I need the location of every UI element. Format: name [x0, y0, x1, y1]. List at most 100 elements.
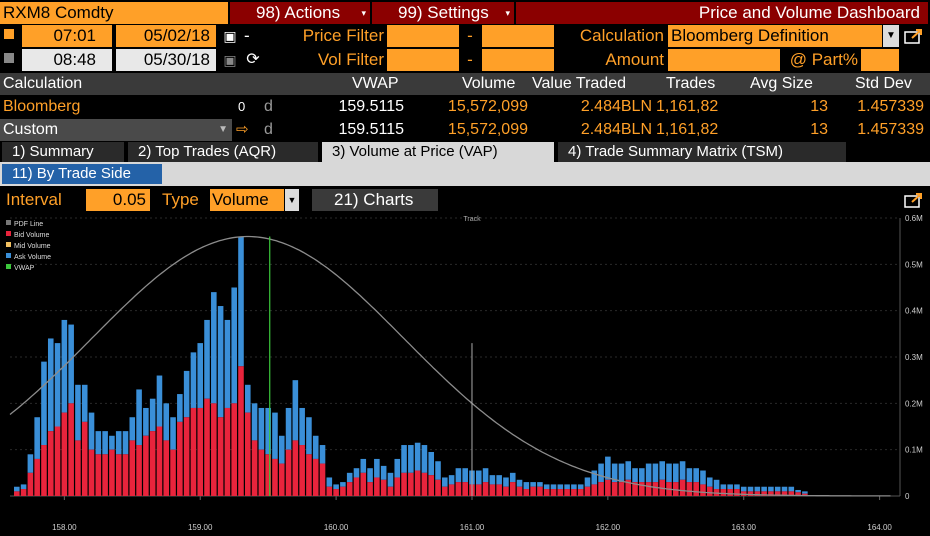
settings-menu[interactable]: 99) Settings ▾: [372, 2, 514, 24]
ask-volume-bar: [54, 343, 61, 427]
tab-top-trades[interactable]: 2) Top Trades (AQR): [128, 142, 318, 162]
ask-volume-bar: [88, 412, 95, 450]
refresh-icon[interactable]: ⟳: [246, 51, 260, 68]
ask-volume-bar: [734, 484, 740, 490]
bid-volume-bar: [326, 486, 333, 496]
charts-button[interactable]: 21) Charts: [312, 189, 438, 211]
chevron-down-icon[interactable]: ▼: [285, 189, 299, 211]
ask-volume-bar: [550, 484, 557, 490]
bid-volume-bar: [774, 491, 781, 496]
vol-filter-min-input[interactable]: [387, 49, 459, 71]
chevron-down-icon: ▼: [218, 124, 228, 135]
bid-volume-bar: [489, 484, 496, 496]
ask-volume-bar: [41, 361, 47, 446]
col-calculation: Calculation: [3, 75, 83, 92]
bid-volume-bar: [54, 426, 61, 496]
legend-swatch: [6, 220, 11, 225]
bid-volume-bar: [75, 440, 81, 496]
bid-volume-bar: [190, 407, 197, 496]
ask-volume-bar: [231, 287, 237, 404]
bid-volume-bar: [761, 491, 767, 496]
calculation-select[interactable]: Bloomberg Definition: [668, 25, 882, 47]
ask-volume-bar: [727, 484, 733, 490]
export-icon[interactable]: [904, 27, 924, 45]
ask-volume-bar: [448, 475, 455, 485]
chevron-down-icon[interactable]: ▼: [883, 25, 899, 47]
calendar-icon[interactable]: ▣: [223, 52, 237, 68]
ask-volume-bar: [774, 486, 781, 492]
price-filter-min-input[interactable]: [387, 25, 459, 47]
tab-trade-summary-matrix[interactable]: 4) Trade Summary Matrix (TSM): [558, 142, 846, 162]
interval-input[interactable]: 0.05: [86, 189, 150, 211]
bid-volume-bar: [353, 477, 360, 496]
ask-volume-bar: [788, 486, 795, 492]
ask-volume-bar: [380, 465, 387, 480]
tab-summary[interactable]: 1) Summary: [2, 142, 124, 162]
row-value-traded: 2.484BLN: [580, 121, 652, 138]
bid-volume-bar: [129, 440, 136, 496]
volume-at-price-chart[interactable]: 0 0.1M 0.2M 0.3M 0.4M 0.5M 0.6M 158.00 159.00 160…: [0, 212, 930, 536]
legend-swatch: [6, 264, 11, 269]
price-filter-max-input[interactable]: [482, 25, 554, 47]
edit-arrow-icon[interactable]: ⇨: [236, 121, 249, 138]
legend-label: Mid Volume: [14, 243, 51, 250]
bid-volume-bar: [428, 475, 435, 496]
amount-input[interactable]: [668, 49, 780, 71]
tab-volume-at-price[interactable]: 3) Volume at Price (VAP): [322, 142, 554, 162]
ask-volume-bar: [557, 484, 564, 490]
bid-volume-bar: [747, 491, 754, 496]
legend-swatch: [6, 231, 11, 236]
ask-volume-bar: [278, 435, 285, 464]
ask-volume-bar: [414, 442, 421, 471]
ask-volume-bar: [639, 468, 645, 483]
ask-volume-bar: [666, 463, 672, 483]
ask-volume-bar: [394, 458, 401, 478]
y-tick-label: 0.1M: [905, 446, 923, 455]
bid-volume-bar: [455, 482, 462, 496]
bid-volume-bar: [401, 472, 407, 496]
bid-volume-bar: [693, 482, 699, 496]
row-name: Custom: [3, 121, 59, 138]
ask-volume-bar: [156, 375, 163, 427]
table-row[interactable]: Bloomberg 0 d 159.5115 15,572,099 2.484B…: [0, 96, 930, 118]
start-date-input[interactable]: 05/02/18: [116, 25, 216, 47]
bid-volume-bar: [245, 412, 251, 496]
ask-volume-bar: [129, 417, 136, 441]
ask-volume-bar: [265, 407, 271, 455]
export-icon[interactable]: [904, 191, 924, 209]
ask-volume-bar: [625, 461, 632, 480]
bid-volume-bar: [679, 479, 686, 496]
subtab-by-trade-side[interactable]: 11) By Trade Side: [2, 164, 162, 184]
col-value-traded: Value Traded: [532, 75, 626, 92]
bid-volume-bar: [278, 463, 285, 496]
ticker-field[interactable]: RXM8 Comdty: [0, 2, 228, 24]
bid-volume-bar: [503, 486, 509, 496]
part-input[interactable]: [861, 49, 899, 71]
ask-volume-bar: [27, 454, 34, 473]
bid-volume-bar: [598, 482, 604, 496]
table-row[interactable]: Custom ▼ ⇨ d 159.5115 15,572,099 2.484BL…: [0, 119, 930, 141]
ask-volume-bar: [652, 463, 659, 483]
type-select[interactable]: Volume: [210, 189, 284, 211]
calendar-icon[interactable]: ▣: [223, 28, 237, 44]
bid-volume-bar: [109, 449, 115, 496]
ask-volume-bar: [340, 482, 346, 487]
actions-menu[interactable]: 98) Actions ▾: [230, 2, 370, 24]
custom-select[interactable]: Custom ▼: [0, 119, 232, 141]
bid-volume-bar: [611, 482, 618, 496]
bid-volume-bar: [258, 449, 265, 496]
ask-volume-bar: [170, 417, 176, 450]
row-value-traded: 2.484BLN: [580, 98, 652, 115]
vol-filter-max-input[interactable]: [482, 49, 554, 71]
x-tick-label: 160.00: [324, 523, 349, 532]
bid-volume-bar: [122, 454, 129, 496]
end-date-input[interactable]: 05/30/18: [116, 49, 216, 71]
end-time-input[interactable]: 08:48: [22, 49, 112, 71]
bid-volume-bar: [577, 489, 584, 496]
bid-volume-bar: [380, 479, 387, 496]
end-marker-icon: [4, 53, 14, 63]
ask-volume-bar: [571, 484, 577, 490]
ask-volume-bar: [442, 477, 448, 487]
ask-volume-bar: [591, 470, 598, 485]
start-time-input[interactable]: 07:01: [22, 25, 112, 47]
